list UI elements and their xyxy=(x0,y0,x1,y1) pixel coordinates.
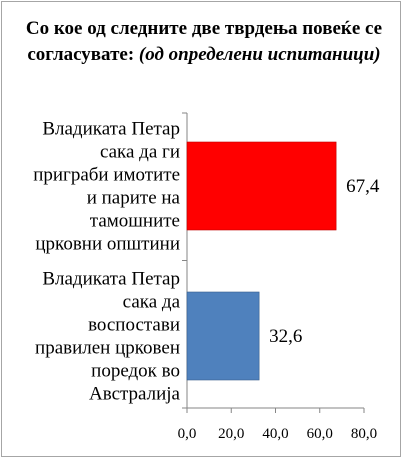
chart-title-note: (од определени испитаници) xyxy=(138,44,381,65)
category-label: Владиката Петар xyxy=(42,269,180,290)
category-label: воспостави xyxy=(88,315,180,336)
bar xyxy=(186,291,260,381)
data-label: 67,4 xyxy=(346,176,380,197)
category-label: црковни општини xyxy=(35,234,180,255)
category-label: Австралија xyxy=(89,384,181,405)
x-tick-label: 60,0 xyxy=(307,426,333,442)
category-label: приграби имотите xyxy=(33,165,180,186)
bar xyxy=(186,141,337,231)
category-label: и парите на xyxy=(87,188,181,209)
category-label: тамошните xyxy=(90,211,180,232)
category-label: правилен црковен xyxy=(35,338,180,359)
chart-title-main: Со кое од следните две тврдења повеќе се… xyxy=(25,18,383,65)
chart-title: Со кое од следните две тврдења повеќе се… xyxy=(12,16,396,68)
category-label: Владиката Петар xyxy=(42,119,180,140)
bars: 67,4 32,6 xyxy=(186,141,380,381)
category-label: поредок во xyxy=(91,361,180,382)
x-tick-label: 80,0 xyxy=(351,426,377,442)
category-label: сака да xyxy=(123,292,181,313)
category-label: сака да ги xyxy=(100,142,180,163)
x-tick-label: 40,0 xyxy=(262,426,288,442)
x-tick-label: 20,0 xyxy=(218,426,244,442)
x-tick-label: 0,0 xyxy=(178,426,197,442)
data-label: 32,6 xyxy=(269,326,302,347)
